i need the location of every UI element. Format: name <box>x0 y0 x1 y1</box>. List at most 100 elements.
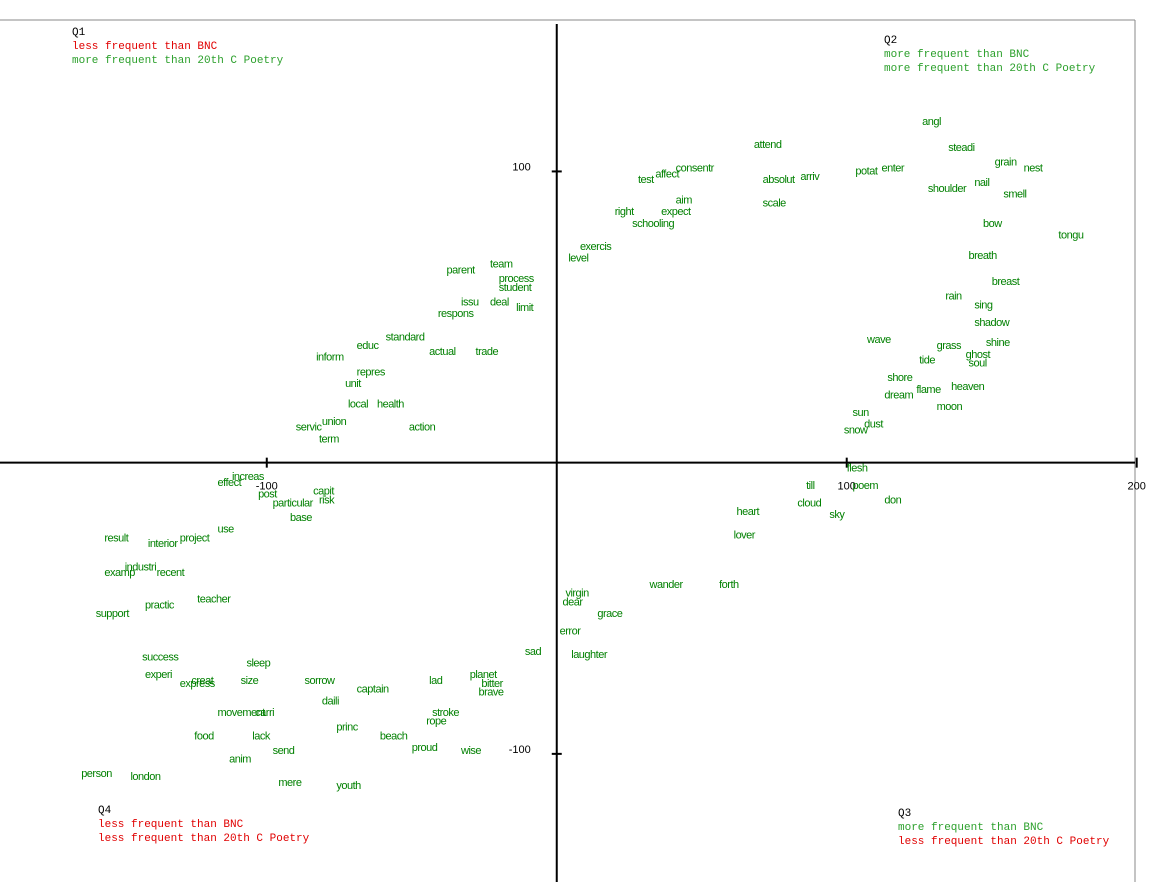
quadrant-name: Q4 <box>98 805 112 817</box>
word-point: rope <box>426 716 446 728</box>
word-point: scale <box>763 197 787 209</box>
word-point: tongu <box>1058 229 1083 241</box>
word-point: student <box>499 282 532 294</box>
word-point: level <box>568 253 588 265</box>
word-point: forth <box>719 579 739 591</box>
word-point: express <box>180 678 216 690</box>
word-point: arriv <box>800 171 820 183</box>
word-point: shoulder <box>928 183 967 195</box>
word-point: shine <box>986 337 1010 349</box>
word-point: person <box>81 768 112 780</box>
word-point: breast <box>992 276 1020 288</box>
word-point: flesh <box>847 462 868 474</box>
word-point: absolut <box>763 174 795 186</box>
quadrant-note: more frequent than BNC <box>884 49 1030 61</box>
word-point: princ <box>336 722 358 734</box>
word-point: project <box>180 532 210 544</box>
word-point: london <box>130 771 160 783</box>
word-point: moon <box>937 401 963 413</box>
word-point: practic <box>145 599 175 611</box>
word-point: test <box>638 174 654 186</box>
quadrant-name: Q2 <box>884 35 897 47</box>
y-tick-label: -100 <box>509 744 531 756</box>
word-point: breath <box>969 250 998 262</box>
x-tick-label: 100 <box>838 481 856 493</box>
word-point: tide <box>919 355 935 367</box>
word-point: error <box>560 625 582 637</box>
word-point: success <box>142 652 179 664</box>
quadrant-name: Q3 <box>898 808 911 820</box>
word-point: bow <box>983 218 1002 230</box>
word-point: snow <box>844 425 868 437</box>
word-point: shadow <box>974 317 1009 329</box>
word-point: experi <box>145 669 172 681</box>
word-point: repres <box>357 366 386 378</box>
word-point: educ <box>357 340 380 352</box>
word-point: actual <box>429 346 455 358</box>
word-point: term <box>319 433 339 445</box>
word-point: exercis <box>580 241 612 253</box>
word-point: parent <box>447 264 476 276</box>
quadrant-note: more frequent than 20th C Poetry <box>72 55 284 67</box>
word-point: teacher <box>197 593 231 605</box>
word-point: steadi <box>948 142 974 154</box>
word-point: soul <box>969 358 987 370</box>
word-point: right <box>615 206 634 218</box>
word-point: planet <box>470 669 497 681</box>
word-point: poem <box>853 480 879 492</box>
word-point: sing <box>974 299 993 311</box>
word-point: post <box>258 489 277 501</box>
word-point: lack <box>252 730 271 742</box>
word-point: industri <box>125 561 157 573</box>
word-point: potat <box>855 165 877 177</box>
word-point: lad <box>429 675 443 687</box>
word-point: shore <box>887 372 912 384</box>
word-point: capit <box>313 486 334 498</box>
word-point: wander <box>649 579 684 591</box>
word-point: virgin <box>565 588 589 600</box>
word-point: issu <box>461 296 479 308</box>
word-point: dear <box>563 596 584 608</box>
word-point: wave <box>866 334 891 346</box>
word-point: action <box>409 422 436 434</box>
word-point: union <box>322 416 347 428</box>
word-point: size <box>241 675 259 687</box>
word-point: risk <box>319 494 335 506</box>
word-point: result <box>104 532 128 544</box>
word-point: grass <box>937 340 962 352</box>
word-point: process <box>499 273 535 285</box>
word-point: wise <box>460 745 481 757</box>
quadrant-name: Q1 <box>72 27 86 39</box>
word-point: respons <box>438 308 475 320</box>
word-point: health <box>377 398 404 410</box>
word-point: send <box>273 745 295 757</box>
word-point: inform <box>316 352 344 364</box>
word-point: base <box>290 512 312 524</box>
word-point: smell <box>1003 189 1026 201</box>
word-point: youth <box>336 780 361 792</box>
word-point: don <box>884 494 901 506</box>
word-point: bitter <box>481 678 503 690</box>
word-point: support <box>96 608 130 620</box>
quadrant-note: more frequent than 20th C Poetry <box>884 63 1096 75</box>
word-point: nest <box>1024 162 1043 174</box>
word-point: particular <box>273 497 314 509</box>
word-point: nail <box>974 177 989 189</box>
y-tick-label: 100 <box>512 161 530 173</box>
word-point: movement <box>217 707 265 719</box>
word-point: laughter <box>571 649 608 661</box>
word-point: heart <box>737 506 760 518</box>
word-point: ghost <box>966 349 991 361</box>
word-point: captain <box>357 684 389 696</box>
quadrant-note: less frequent than BNC <box>72 41 218 53</box>
word-point: carri <box>255 707 274 719</box>
word-point: rain <box>945 291 962 303</box>
word-point: aim <box>676 194 693 206</box>
word-point: trade <box>476 346 499 358</box>
word-point: recent <box>157 567 185 579</box>
word-point: heaven <box>951 381 984 393</box>
word-point: interior <box>148 538 178 550</box>
word-point: deal <box>490 296 509 308</box>
word-point: use <box>217 524 234 536</box>
